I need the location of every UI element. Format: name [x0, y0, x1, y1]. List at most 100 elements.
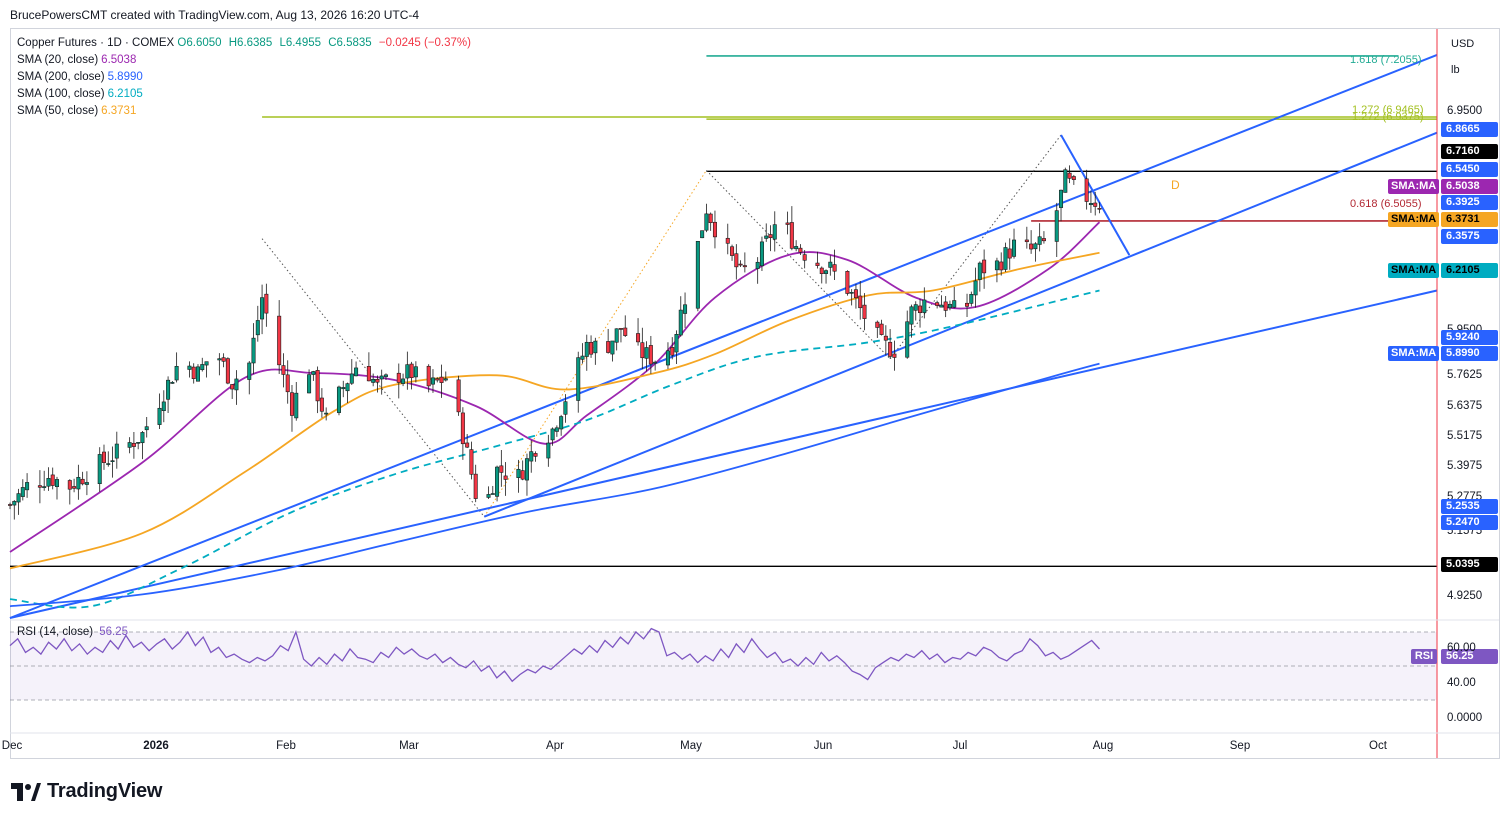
candle-body: [559, 416, 564, 430]
rsi-legend: RSI (14, close) 56.25: [17, 626, 128, 638]
candle-body: [593, 340, 598, 354]
tradingview-wordmark: TradingView: [47, 780, 163, 802]
candle-body: [1054, 210, 1059, 242]
candle: [101, 444, 106, 470]
candle: [50, 467, 55, 490]
candle-body: [546, 442, 551, 459]
candle: [114, 431, 119, 469]
candle-body: [670, 347, 675, 356]
candle-body: [623, 327, 628, 336]
candle: [277, 300, 282, 374]
candle: [819, 266, 824, 284]
candle-body: [281, 365, 286, 375]
unit-label[interactable]: lb: [1451, 64, 1460, 76]
candle: [674, 330, 679, 364]
candle-body: [187, 365, 192, 370]
candle-body: [161, 401, 166, 411]
candle: [845, 270, 850, 296]
candle-body: [909, 306, 914, 325]
candle-body: [606, 341, 611, 353]
candle: [695, 240, 700, 312]
tradingview-logo[interactable]: TradingView: [11, 780, 162, 803]
candle: [170, 381, 175, 384]
candle: [490, 485, 495, 495]
candle: [319, 388, 324, 418]
candle-body: [879, 323, 884, 335]
candle: [738, 260, 743, 267]
ma-tag: SMA:MA: [1388, 346, 1439, 361]
candle: [200, 357, 205, 372]
candle-body: [20, 487, 25, 497]
candle-body: [973, 280, 978, 296]
candle-body: [794, 246, 799, 250]
moving-average-line: [9, 221, 1101, 553]
candle-body: [383, 374, 388, 377]
candle-body: [396, 372, 401, 383]
candle-body: [939, 304, 944, 308]
candle-body: [1041, 238, 1046, 242]
sma-50-label: SMA (50, close): [17, 105, 99, 117]
candle-body: [674, 334, 679, 353]
candle-body: [520, 470, 525, 480]
candle: [636, 318, 641, 346]
candle-body: [435, 378, 440, 381]
candlesticks: [8, 165, 1102, 520]
candle: [922, 287, 927, 319]
rsi-legend-label: RSI (14, close): [17, 626, 94, 638]
candle: [1071, 174, 1076, 185]
candle: [499, 449, 504, 487]
candle: [576, 351, 581, 413]
candle: [230, 384, 235, 399]
candle-body: [12, 501, 17, 506]
candle: [849, 289, 854, 306]
candle: [140, 430, 145, 460]
candle-body: [67, 480, 72, 490]
candle-body: [862, 304, 867, 319]
candle: [785, 211, 790, 235]
candle: [375, 375, 380, 393]
time-label: Jun: [813, 740, 833, 752]
price-label: 4.9250: [1447, 590, 1483, 602]
candle-body: [533, 453, 538, 457]
candle: [54, 476, 59, 500]
candle-body: [311, 371, 316, 375]
time-label: Feb: [276, 740, 296, 752]
candle: [80, 471, 85, 486]
candle-body: [640, 342, 645, 359]
candle-body: [999, 261, 1004, 271]
candle-body: [439, 376, 444, 383]
candle-body: [935, 302, 940, 306]
candle: [584, 334, 589, 371]
candle-body: [349, 373, 354, 384]
candle: [965, 293, 970, 317]
candle: [42, 470, 47, 491]
candle: [563, 394, 568, 423]
candle-body: [264, 293, 269, 314]
candle-body: [72, 486, 77, 489]
candle-body: [230, 384, 235, 390]
candle-body: [1067, 172, 1072, 179]
candle: [324, 407, 329, 421]
candle: [533, 451, 538, 462]
candle-body: [965, 302, 970, 307]
candle: [973, 267, 978, 308]
candle-body: [1029, 243, 1034, 250]
candle-body: [131, 442, 136, 447]
time-label: Mar: [399, 740, 419, 752]
candle-body: [200, 364, 205, 371]
candle-body: [490, 493, 495, 495]
candle: [97, 447, 102, 492]
time-label: Apr: [546, 740, 564, 752]
trendline: [9, 53, 1438, 619]
candle: [456, 375, 461, 416]
candle-body: [798, 247, 803, 253]
candle: [12, 500, 17, 520]
candle: [862, 293, 867, 331]
price-badge: 6.3731: [1441, 212, 1498, 227]
currency-label[interactable]: USD: [1451, 38, 1475, 50]
candle: [289, 385, 294, 432]
candle: [913, 301, 918, 321]
candle: [935, 300, 940, 309]
candle-body: [785, 222, 790, 225]
